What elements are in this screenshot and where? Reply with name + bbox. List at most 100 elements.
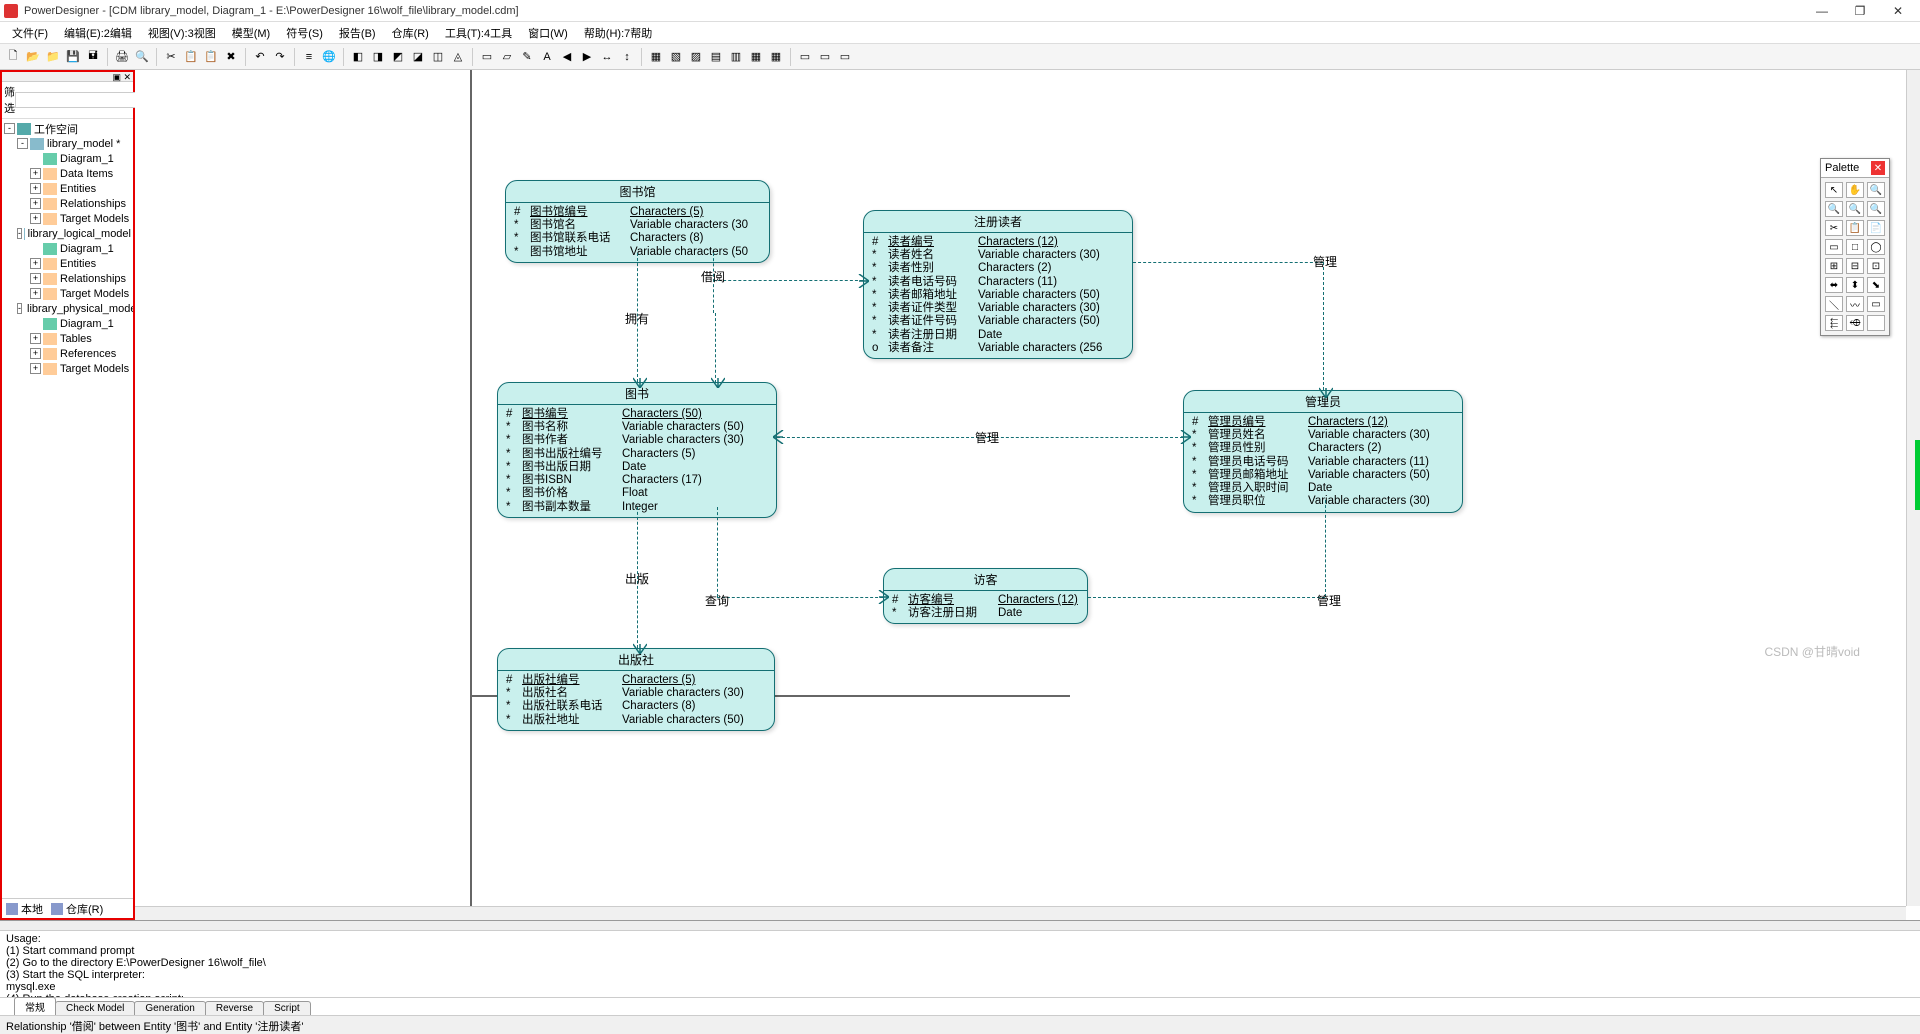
relationship-line[interactable] (1088, 597, 1325, 598)
menu-item[interactable]: 视图(V):3视图 (140, 23, 224, 43)
relationship-line[interactable] (713, 280, 863, 281)
output-tab[interactable]: 常规 (14, 997, 56, 1015)
output-tab[interactable]: Reverse (205, 1001, 264, 1015)
toolbar-button[interactable]: ▦ (767, 48, 785, 66)
palette-tool[interactable]: 🔍 (1867, 201, 1885, 217)
toolbar-button[interactable]: 📋 (202, 48, 220, 66)
tree-node[interactable]: +Entities (2, 181, 133, 196)
palette-tool[interactable]: 🔍 (1825, 201, 1843, 217)
toolbar-button[interactable]: ▭ (796, 48, 814, 66)
entity-book[interactable]: 图书#图书编号Characters (50)*图书名称Variable char… (497, 382, 777, 518)
tree-expander-icon[interactable]: + (30, 333, 41, 344)
tree-node[interactable]: -library_logical_model (2, 226, 133, 241)
entity-reader[interactable]: 注册读者#读者编号Characters (12)*读者姓名Variable ch… (863, 210, 1133, 359)
toolbar-button[interactable]: ▱ (498, 48, 516, 66)
toolbar-button[interactable]: 📋 (182, 48, 200, 66)
toolbar-button[interactable]: ↶ (251, 48, 269, 66)
tree-expander-icon[interactable]: - (17, 228, 22, 239)
output-tab[interactable]: Script (263, 1001, 311, 1015)
palette-close-button[interactable]: ✕ (1871, 161, 1885, 175)
tree-expander-icon[interactable]: + (30, 348, 41, 359)
toolbar-button[interactable]: 🌐 (320, 48, 338, 66)
palette-tool[interactable] (1867, 315, 1885, 331)
menu-item[interactable]: 帮助(H):7帮助 (576, 23, 660, 43)
toolbar-button[interactable]: 💾 (64, 48, 82, 66)
toolbar-button[interactable]: ✎ (518, 48, 536, 66)
menu-item[interactable]: 文件(F) (4, 23, 56, 43)
palette-tool[interactable]: ⬍ (1846, 277, 1864, 293)
toolbar-button[interactable]: 🔍 (133, 48, 151, 66)
tree-node[interactable]: -library_physical_model (2, 301, 133, 316)
filter-input[interactable] (15, 92, 149, 108)
palette-tool[interactable]: ↖ (1825, 182, 1843, 198)
toolbar-button[interactable]: ↕ (618, 48, 636, 66)
toolbar-button[interactable]: ▨ (687, 48, 705, 66)
toolbar-button[interactable]: 🖬 (84, 48, 102, 66)
relationship-line[interactable] (717, 507, 718, 597)
tree-node[interactable]: Diagram_1 (2, 316, 133, 331)
minimize-button[interactable]: — (1804, 1, 1840, 21)
output-header[interactable] (0, 921, 1920, 931)
tree-node[interactable]: +References (2, 346, 133, 361)
relationship-label[interactable]: 出版 (625, 570, 649, 587)
toolbar-button[interactable]: ✂ (162, 48, 180, 66)
tree-expander-icon[interactable]: - (17, 138, 28, 149)
tree-node[interactable]: +Relationships (2, 196, 133, 211)
relationship-label[interactable]: 管理 (975, 429, 999, 446)
tree-expander-icon[interactable]: + (30, 213, 41, 224)
tree-expander-icon[interactable]: + (30, 273, 41, 284)
tree-node[interactable]: +Target Models (2, 211, 133, 226)
menu-item[interactable]: 报告(B) (331, 23, 384, 43)
menu-item[interactable]: 符号(S) (278, 23, 331, 43)
entity-library[interactable]: 图书馆#图书馆编号Characters (5)*图书馆名Variable cha… (505, 180, 770, 263)
toolbar-button[interactable]: ◀ (558, 48, 576, 66)
palette-tool[interactable]: ⬌ (1825, 277, 1843, 293)
menu-item[interactable]: 工具(T):4工具 (437, 23, 520, 43)
output-tab[interactable]: Generation (134, 1001, 205, 1015)
toolbar-button[interactable]: ◧ (349, 48, 367, 66)
toolbar-button[interactable]: 📂 (24, 48, 42, 66)
toolbar-button[interactable]: ▭ (836, 48, 854, 66)
toolbar-button[interactable]: ▤ (707, 48, 725, 66)
toolbar-button[interactable]: A (538, 48, 556, 66)
relationship-line[interactable] (715, 313, 716, 383)
entity-publisher[interactable]: 出版社#出版社编号Characters (5)*出版社名Variable cha… (497, 648, 775, 731)
toolbar-button[interactable]: 🖨 (113, 48, 131, 66)
palette-title-bar[interactable]: Palette ✕ (1821, 159, 1889, 178)
output-tab[interactable]: Check Model (55, 1001, 135, 1015)
palette-tool[interactable]: ✂ (1825, 220, 1843, 236)
tree-expander-icon[interactable]: + (30, 288, 41, 299)
tree-node[interactable]: +Data Items (2, 166, 133, 181)
tree-expander-icon[interactable]: + (30, 198, 41, 209)
toolbar-button[interactable]: ✖ (222, 48, 240, 66)
relationship-line[interactable] (1323, 262, 1324, 390)
palette-tool[interactable]: ⬲ (1846, 315, 1864, 331)
tree-expander-icon[interactable]: + (30, 258, 41, 269)
menu-item[interactable]: 编辑(E):2编辑 (56, 23, 140, 43)
menu-item[interactable]: 窗口(W) (520, 23, 576, 43)
relationship-label[interactable]: 借阅 (701, 268, 725, 285)
toolbar-button[interactable]: ↷ (271, 48, 289, 66)
relationship-line[interactable] (1133, 262, 1323, 263)
menu-item[interactable]: 模型(M) (224, 23, 279, 43)
palette-tool[interactable]: ▭ (1867, 296, 1885, 312)
toolbar-button[interactable]: ▥ (727, 48, 745, 66)
palette-tool[interactable]: 〰 (1846, 296, 1864, 312)
palette-tool[interactable]: ⊡ (1867, 258, 1885, 274)
toolbar-button[interactable]: ▶ (578, 48, 596, 66)
maximize-button[interactable]: ❐ (1842, 1, 1878, 21)
toolbar-button[interactable]: ≡ (300, 48, 318, 66)
tree-expander-icon[interactable]: - (4, 123, 15, 134)
tree-node[interactable]: Diagram_1 (2, 151, 133, 166)
palette-tool[interactable]: ⊟ (1846, 258, 1864, 274)
entity-admin[interactable]: 管理员#管理员编号Characters (12)*管理员姓名Variable c… (1183, 390, 1463, 513)
relationship-line[interactable] (717, 597, 883, 598)
toolbar-button[interactable]: 📁 (44, 48, 62, 66)
palette-tool[interactable]: 🔍 (1846, 201, 1864, 217)
palette-tool[interactable]: ⊞ (1825, 258, 1843, 274)
tree-expander-icon[interactable]: + (30, 168, 41, 179)
relationship-label[interactable]: 管理 (1313, 253, 1337, 270)
tree-node[interactable]: +Target Models (2, 286, 133, 301)
tree-expander-icon[interactable]: + (30, 363, 41, 374)
entity-visitor[interactable]: 访客#访客编号Characters (12)*访客注册日期Date (883, 568, 1088, 624)
